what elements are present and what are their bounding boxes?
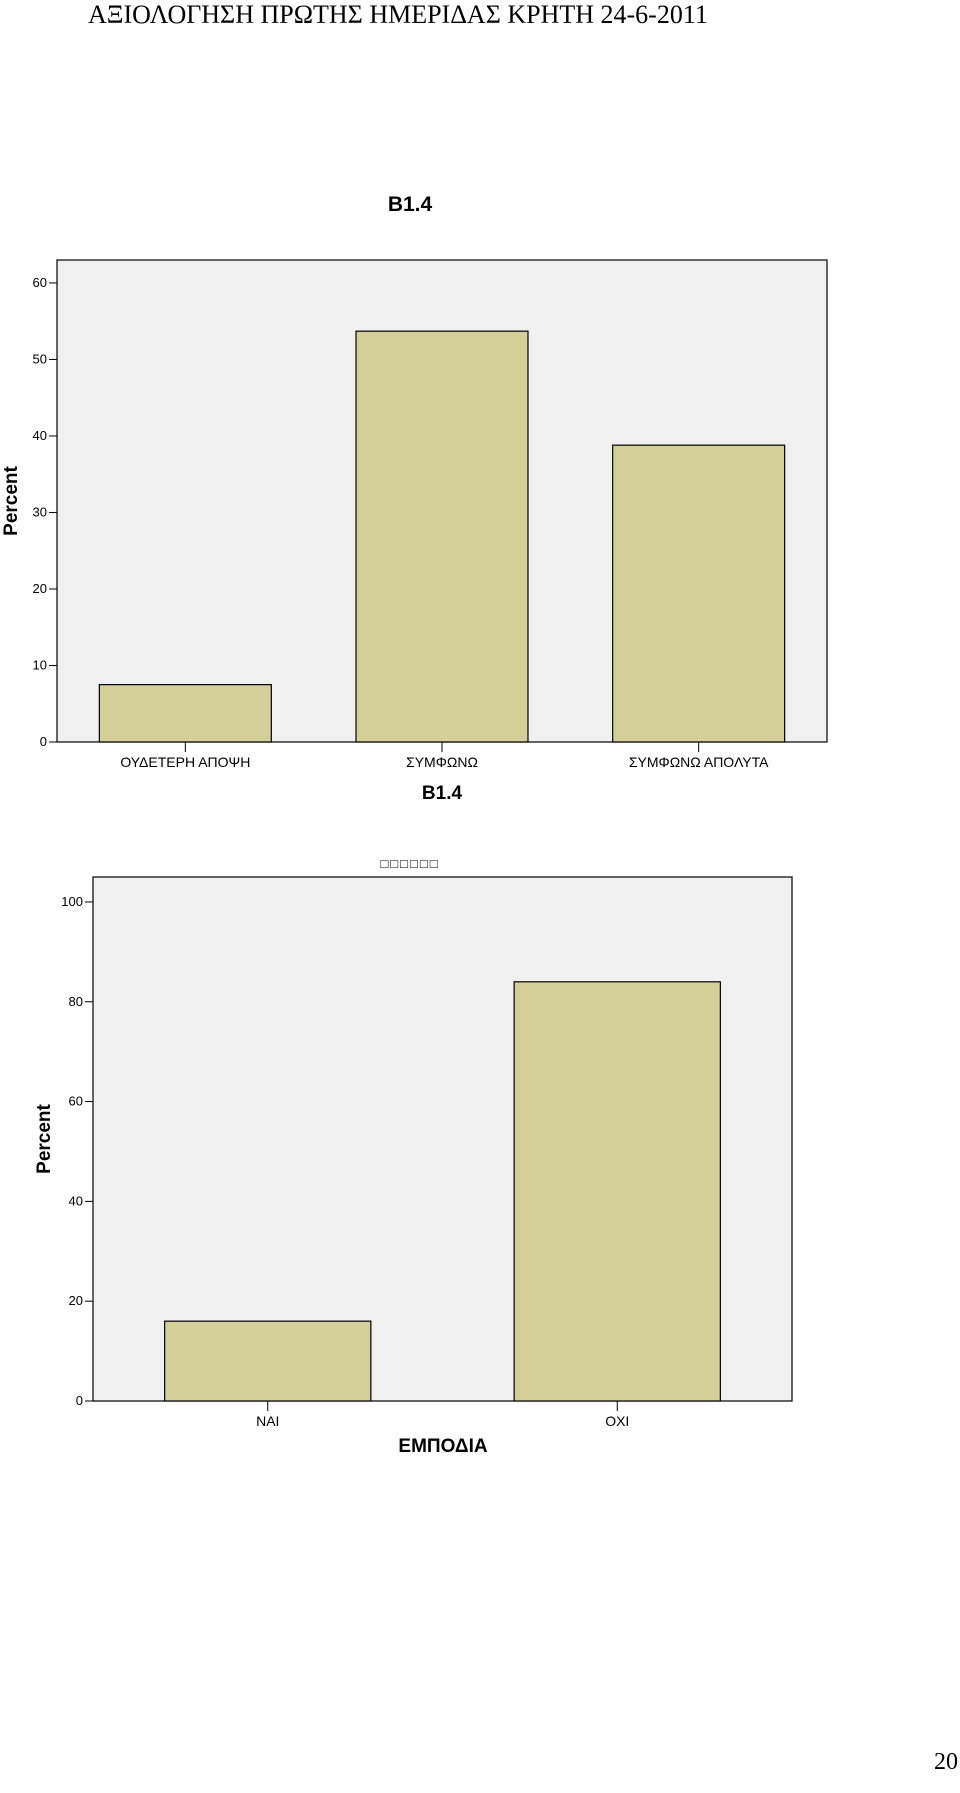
y-tick-label: 100 [61, 894, 83, 909]
bar [513, 981, 721, 1402]
y-tick-label: 60 [69, 1094, 83, 1109]
y-tick-label: 10 [33, 657, 47, 672]
y-tick-label: 0 [76, 1393, 83, 1408]
x-tick-label: ΟΥΔΕΤΕΡΗ ΑΠΟΨΗ [120, 754, 250, 770]
x-axis-label: B1.4 [422, 783, 463, 804]
y-tick-label: 60 [33, 275, 47, 290]
x-axis-label: ΕΜΠΟΔΙΑ [398, 1436, 487, 1457]
y-tick-label: 0 [40, 734, 47, 749]
y-tick-label: 50 [33, 351, 47, 366]
y-tick-label: 80 [69, 994, 83, 1009]
chart-obstacles: □□□□□□ 0 20 40 60 80 100 Percent ΝΑΙ ΟΧΙ ΕΜΠΟΔΙΑ [34, 856, 793, 1457]
bar [98, 684, 272, 743]
chart-title: B1.4 [388, 193, 433, 216]
x-tick-label: ΣΥΜΦΩΝΩ ΑΠΟΛΥΤΑ [629, 754, 769, 770]
page-number: 20 [934, 1749, 958, 1775]
document-header: ΑΞΙΟΛΟΓΗΣΗ ΠΡΩΤΗΣ ΗΜΕΡΙΔΑΣ ΚΡΗΤΗ 24-6-20… [88, 0, 708, 29]
y-axis-label: Percent [34, 1103, 55, 1173]
y-tick-label: 20 [33, 581, 47, 596]
x-tick-label: ΝΑΙ [256, 1413, 279, 1429]
x-tick-label: ΣΥΜΦΩΝΩ [406, 754, 478, 770]
y-axis-label: Percent [1, 465, 22, 535]
bar [612, 444, 786, 743]
y-tick-label: 40 [33, 428, 47, 443]
bar [164, 1320, 372, 1402]
chart-title-garbled: □□□□□□ [380, 856, 439, 871]
bar [355, 330, 529, 743]
y-tick-label: 20 [69, 1293, 83, 1308]
x-tick-label: ΟΧΙ [605, 1413, 629, 1429]
chart-b1-4: B1.4 0 10 20 30 40 50 60 Percent ΟΥΔΕΤΕΡΗ ΑΠΟΨΗ ΣΥ… [1, 193, 828, 804]
y-tick-label: 30 [33, 504, 47, 519]
y-tick-label: 40 [69, 1193, 83, 1208]
